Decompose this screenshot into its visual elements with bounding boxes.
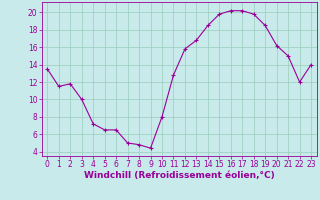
X-axis label: Windchill (Refroidissement éolien,°C): Windchill (Refroidissement éolien,°C) [84, 171, 275, 180]
